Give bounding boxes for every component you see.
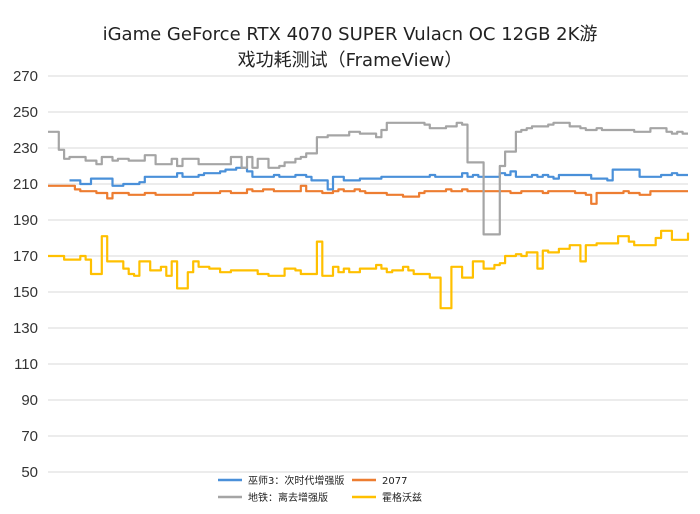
chart-title-line1: iGame GeForce RTX 4070 SUPER Vulacn OC 1…: [102, 24, 598, 45]
legend-item-2: 2077: [352, 476, 407, 487]
y-axis-ticks: 50 70 90 110 130 150 170 190 210 230 250 270: [13, 68, 38, 481]
series-line-4: [48, 229, 690, 310]
y-tick-label: 190: [13, 212, 38, 229]
legend-label: 霍格沃兹: [382, 491, 422, 504]
legend: 巫师3：次时代增强版 2077 地铁：离去增强版 霍格沃兹: [218, 474, 422, 504]
y-tick-label: 70: [21, 428, 38, 445]
series-line-1: [69, 166, 688, 191]
series-line-2: [48, 184, 688, 205]
legend-item-1: 巫师3：次时代增强版: [218, 474, 344, 487]
y-tick-label: 270: [13, 68, 38, 85]
y-tick-label: 170: [13, 248, 38, 265]
y-tick-label: 110: [14, 356, 38, 373]
legend-label: 2077: [382, 476, 407, 487]
grid: [48, 75, 688, 473]
y-tick-label: 90: [21, 392, 38, 409]
y-tick-label: 50: [21, 464, 38, 481]
y-tick-label: 210: [13, 176, 38, 193]
chart-title-line2: 戏功耗测试（FrameView）: [237, 50, 463, 71]
series-lines: [48, 121, 690, 310]
y-tick-label: 250: [13, 104, 38, 121]
legend-item-3: 地铁：离去增强版: [218, 491, 328, 504]
legend-label: 地铁：离去增强版: [248, 491, 328, 504]
y-tick-label: 130: [13, 320, 38, 337]
y-tick-label: 150: [13, 284, 38, 301]
y-tick-label: 230: [13, 140, 38, 157]
series-line-3: [48, 121, 688, 236]
legend-item-4: 霍格沃兹: [352, 491, 422, 504]
legend-label: 巫师3：次时代增强版: [248, 474, 344, 487]
